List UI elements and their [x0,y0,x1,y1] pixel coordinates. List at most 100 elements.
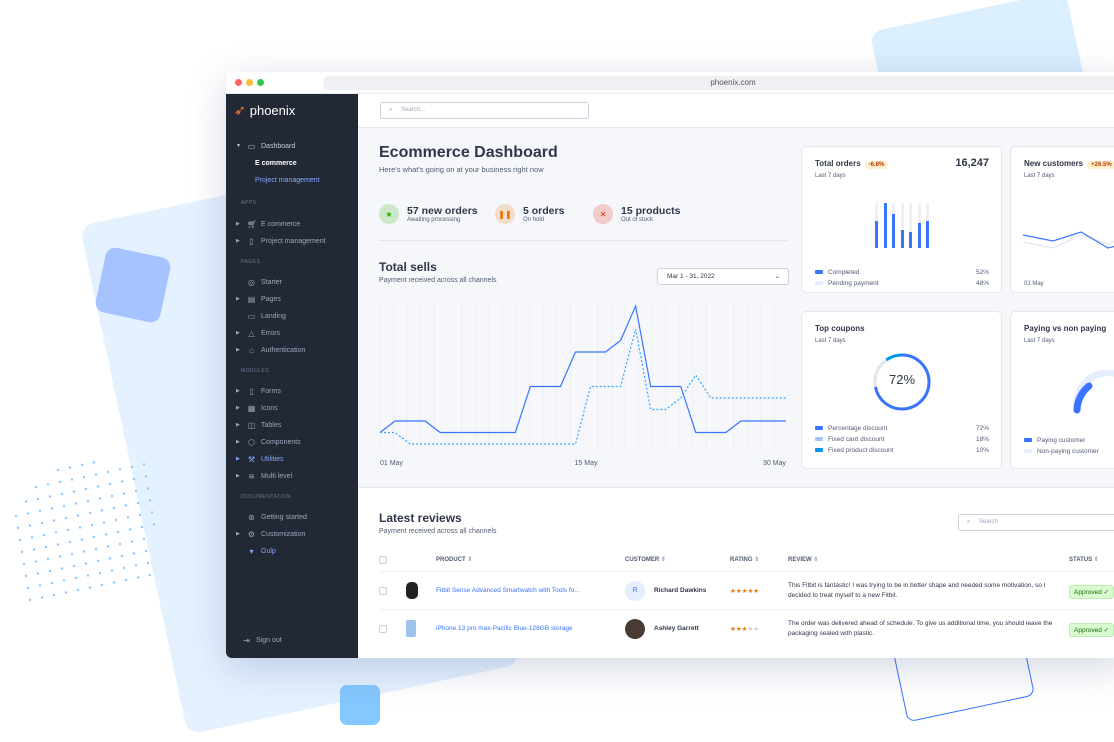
reviews-search-input[interactable]: ⌕ Search [958,514,1114,531]
sidebar-item-label: Landing [261,313,286,320]
sidebar-item-utilities[interactable]: ▶ ⚒ Utilities [236,455,284,464]
sidebar-subitem[interactable]: E commerce [255,160,297,167]
date-range-select[interactable]: Mar 1 - 31, 2022 ⌄ [657,268,789,285]
minimize-dot[interactable] [246,79,253,86]
x-tick-label: 15 May [575,460,598,467]
pattern-dot [122,492,126,495]
page-title: Ecommerce Dashboard [379,144,558,161]
package-icon: ⬡ [248,438,255,447]
column-header-rating[interactable]: RATING ⇕ [730,556,759,563]
pattern-dot [120,554,124,558]
sidebar-item-customization[interactable]: ▶ ⚙ Customization [236,530,305,539]
product-link[interactable]: iPhone 13 pro max-Pacific Blue-128GB sto… [436,625,573,632]
row-checkbox[interactable] [379,625,387,633]
phone-image [406,620,416,637]
sidebar-item-getting-started[interactable]: ⊛ Getting started [236,513,307,522]
pattern-dot [48,569,52,573]
pattern-dot [84,487,88,491]
chevron-down-icon: ⌄ [774,273,780,280]
legend-value: 48% [975,280,989,287]
card-title: Total orders -6.8% [815,159,889,169]
pattern-dot [150,511,154,514]
brand-logo[interactable]: ➶ phoenix [234,102,295,119]
select-all-checkbox[interactable] [379,556,387,564]
pattern-dot [34,485,38,489]
pattern-dot [106,470,110,474]
column-header-review[interactable]: REVIEW ⇕ [788,556,818,563]
caret-down-icon: ▼ [236,143,241,149]
caret-right-icon: ▶ [236,238,240,244]
close-dot[interactable] [235,79,242,86]
star-icon: ★★★ [730,626,748,633]
column-header-customer[interactable]: CUSTOMER ⇕ [625,556,666,563]
pattern-dot [116,530,120,534]
search-icon: ⌕ [967,519,971,525]
sidebar-item-authentication[interactable]: ▶ ⌂ Authentication [236,346,305,355]
pattern-dot [94,547,98,551]
sign-out-label: Sign out [256,637,282,644]
pattern-dot [70,552,74,556]
gulp-icon: ▾ [249,547,254,556]
sidebar-item-pages[interactable]: ▶ ▤ Pages [236,295,281,304]
layers-icon: ≋ [248,472,255,481]
maximize-dot[interactable] [257,79,264,86]
product-link[interactable]: Fitbit Sense Advanced Smartwatch with To… [436,587,580,594]
column-header-product[interactable]: PRODUCT ⇕ [436,556,472,563]
sidebar-subitem[interactable]: Project management [255,177,320,184]
coupons-donut [873,353,931,411]
legend-item: Non-paying customer [1024,448,1114,455]
sidebar-item-gulp[interactable]: ▾ Gulp [236,547,276,556]
pattern-dot [98,571,102,575]
pattern-dot [18,538,22,542]
stat-item: ✕ 15 products Out of stock [593,204,681,224]
sidebar-section-title: PAGES [241,259,261,265]
sidebar-item-project-management[interactable]: ▶ ▯ Project management [236,237,326,246]
sidebar-item-forms[interactable]: ▶ ▯ Forms [236,387,281,396]
status-badge: Approved ✓ [1069,585,1114,599]
pattern-dot [132,552,136,555]
sidebar-item-dashboard[interactable]: ▼ ▭ Dashboard [236,142,295,151]
sidebar-item-icons[interactable]: ▶ ▦ Icons [236,404,278,413]
customer-name[interactable]: Ashley Garrett [654,625,699,632]
search-input[interactable]: ⌕ Search... [380,102,589,119]
sidebar-item-components[interactable]: ▶ ⬡ Components [236,438,301,447]
pattern-dot [40,596,44,599]
pattern-dot [14,514,18,518]
pattern-dot [42,533,46,537]
card-title-text: New customers [1024,159,1084,168]
column-header-status[interactable]: STATUS ⇕ [1069,556,1099,563]
pattern-dot [134,489,138,493]
sidebar-item-multi-level[interactable]: ▶ ≋ Multi level [236,472,292,481]
pattern-dot [60,492,64,496]
pattern-dot [140,525,144,529]
sidebar-item-label: Pages [261,296,281,303]
x-tick-label: 30 May [763,460,786,467]
pattern-dot [86,499,90,503]
stat-label: Out of stock [621,217,654,223]
url-bar[interactable]: phoenix.com [323,76,1114,90]
pattern-dot [118,542,122,546]
sidebar-item-label: Gulp [261,548,276,555]
background-square [93,245,173,325]
pattern-dot [110,569,114,572]
customer-name[interactable]: Richard Dawkins [654,587,707,594]
pause-icon: ❚❚ [495,204,515,224]
columns-icon: ◫ [247,421,256,430]
row-checkbox[interactable] [379,587,387,595]
pattern-dot [28,598,32,602]
pattern-dot [46,483,50,486]
sidebar-item-starter[interactable]: ◎ Starter [236,278,282,287]
pattern-dot [124,504,128,507]
sidebar-item-label: E commerce [261,221,301,228]
top-header: ⌕ Search... [358,94,1114,128]
change-badge: +26.5% [1087,161,1114,169]
sidebar-item-errors[interactable]: ▶ △ Errors [236,329,280,338]
pattern-dot [40,521,44,525]
pattern-dot [84,562,88,565]
sign-out-button[interactable]: ⇥ Sign out [242,636,282,645]
donut-segment [873,353,931,411]
sidebar-item-landing[interactable]: ▭ Landing [236,312,286,321]
sidebar-item-tables[interactable]: ▶ ◫ Tables [236,421,281,430]
pattern-dot [136,576,140,579]
sidebar-item-e-commerce[interactable]: ▶ 🛒︎ E commerce [236,220,300,229]
